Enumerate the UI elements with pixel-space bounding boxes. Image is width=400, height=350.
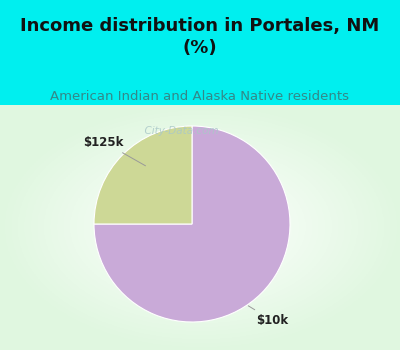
Text: $125k: $125k xyxy=(84,135,146,166)
Text: $10k: $10k xyxy=(248,306,288,327)
Text: Income distribution in Portales, NM
(%): Income distribution in Portales, NM (%) xyxy=(20,17,380,57)
Wedge shape xyxy=(94,126,192,224)
Text: American Indian and Alaska Native residents: American Indian and Alaska Native reside… xyxy=(50,90,350,103)
Text: City-Data.com: City-Data.com xyxy=(138,126,219,136)
Wedge shape xyxy=(94,126,290,322)
